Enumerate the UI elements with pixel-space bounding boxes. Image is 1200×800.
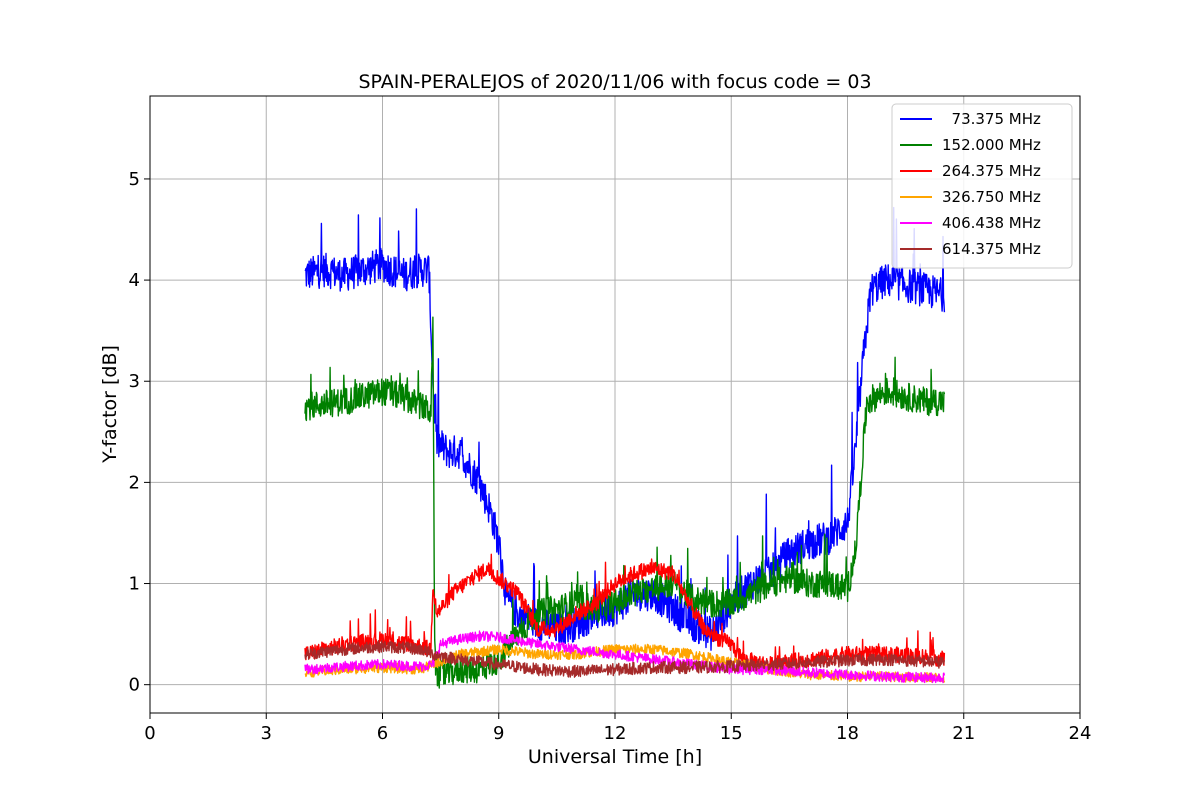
- y-tick-label: 1: [129, 574, 140, 595]
- y-tick-label: 4: [129, 270, 140, 291]
- y-axis-label: Y-factor [dB]: [99, 345, 121, 464]
- x-tick-label: 0: [144, 723, 155, 744]
- x-tick-label: 12: [604, 723, 627, 744]
- x-tick-label: 3: [261, 723, 272, 744]
- y-tick-label: 3: [129, 371, 140, 392]
- x-tick-label: 18: [836, 723, 859, 744]
- legend: 73.375 MHz 152.000 MHz 264.375 MHz 326.750 …: [891, 103, 1073, 269]
- series-line-3: [304, 643, 946, 683]
- legend-box: [891, 103, 1073, 269]
- y-tick-label: 5: [129, 169, 140, 190]
- legend-label-5: 614.375 MHz: [942, 240, 1041, 258]
- y-tick-label: 0: [129, 675, 140, 696]
- x-tick-label: 6: [377, 723, 388, 744]
- chart-title: SPAIN-PERALEJOS of 2020/11/06 with focus…: [358, 71, 871, 93]
- x-tick-label: 15: [720, 723, 743, 744]
- x-axis-label: Universal Time [h]: [528, 746, 702, 768]
- series-line-4: [304, 630, 946, 684]
- x-tick-label: 21: [952, 723, 975, 744]
- x-tick-label: 24: [1069, 723, 1092, 744]
- legend-label-4: 406.438 MHz: [942, 214, 1041, 232]
- legend-label-1: 152.000 MHz: [942, 136, 1041, 154]
- series-layer: [304, 206, 946, 689]
- series-line-5: [304, 639, 946, 678]
- legend-label-2: 264.375 MHz: [942, 162, 1041, 180]
- legend-label-3: 326.750 MHz: [942, 188, 1041, 206]
- series-line-1: [304, 316, 946, 689]
- x-tick-label: 9: [493, 723, 504, 744]
- y-tick-label: 2: [129, 472, 140, 493]
- legend-label-0: 73.375 MHz: [942, 110, 1041, 128]
